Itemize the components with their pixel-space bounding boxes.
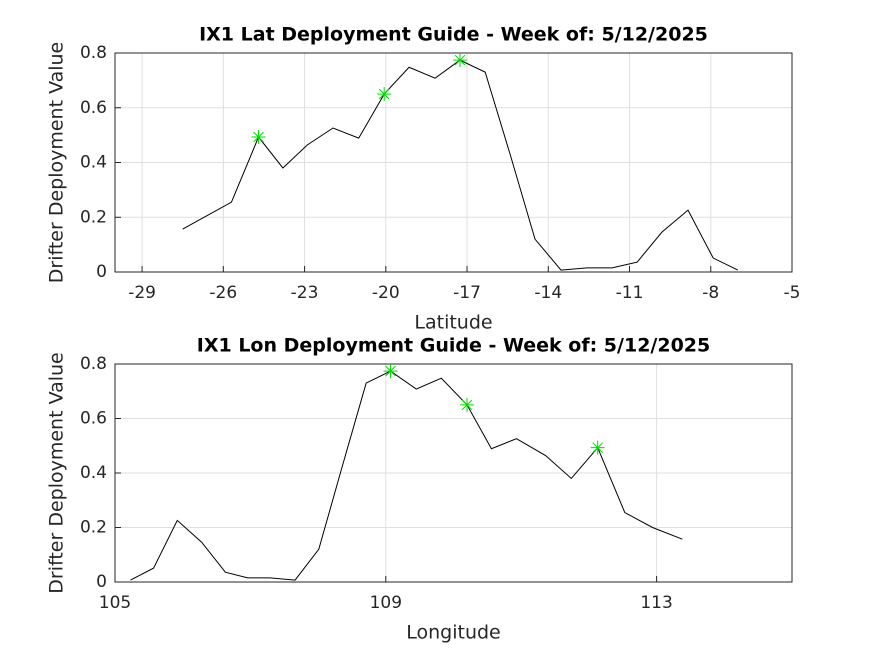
axes-box xyxy=(114,52,793,273)
y-tick-label: 0.6 xyxy=(80,98,107,118)
y-tick-label: 0 xyxy=(96,262,107,282)
y-axis-label: Drifter Deployment Value xyxy=(46,42,68,284)
y-tick-label: 0.8 xyxy=(80,354,107,374)
x-tick-label: -23 xyxy=(291,283,319,303)
x-axis-label: Latitude xyxy=(414,312,492,334)
marker xyxy=(377,87,392,102)
x-tick-label: -11 xyxy=(616,283,644,303)
x-tick-label: -17 xyxy=(453,283,481,303)
y-tick-label: 0 xyxy=(96,572,107,592)
y-tick-label: 0.2 xyxy=(80,207,107,227)
x-tick-label: -8 xyxy=(702,283,719,303)
x-tick-label: -14 xyxy=(534,283,562,303)
marker xyxy=(452,53,467,68)
x-tick-label: 105 xyxy=(99,593,131,613)
y-tick-label: 0.8 xyxy=(80,43,107,63)
x-axis-label: Longitude xyxy=(406,622,501,644)
marker xyxy=(460,397,475,412)
x-tick-label: 113 xyxy=(640,593,672,613)
x-tick-label: -26 xyxy=(209,283,237,303)
x-tick-label: 109 xyxy=(370,593,402,613)
axes-box xyxy=(114,363,793,583)
x-tick-label: -5 xyxy=(784,283,801,303)
y-tick-label: 0.6 xyxy=(80,409,107,429)
x-tick-label: -20 xyxy=(372,283,400,303)
y-axis-label: Drifter Deployment Value xyxy=(46,352,68,594)
y-tick-label: 0.4 xyxy=(80,153,107,173)
marker xyxy=(383,364,398,379)
data-line xyxy=(182,59,739,271)
x-tick-label: -29 xyxy=(128,283,156,303)
y-tick-label: 0.4 xyxy=(80,463,107,483)
marker xyxy=(590,440,605,455)
chart-title: IX1 Lat Deployment Guide - Week of: 5/12… xyxy=(199,24,708,46)
marker xyxy=(251,130,266,145)
chart-title: IX1 Lon Deployment Guide - Week of: 5/12… xyxy=(197,335,710,357)
y-tick-label: 0.2 xyxy=(80,518,107,538)
